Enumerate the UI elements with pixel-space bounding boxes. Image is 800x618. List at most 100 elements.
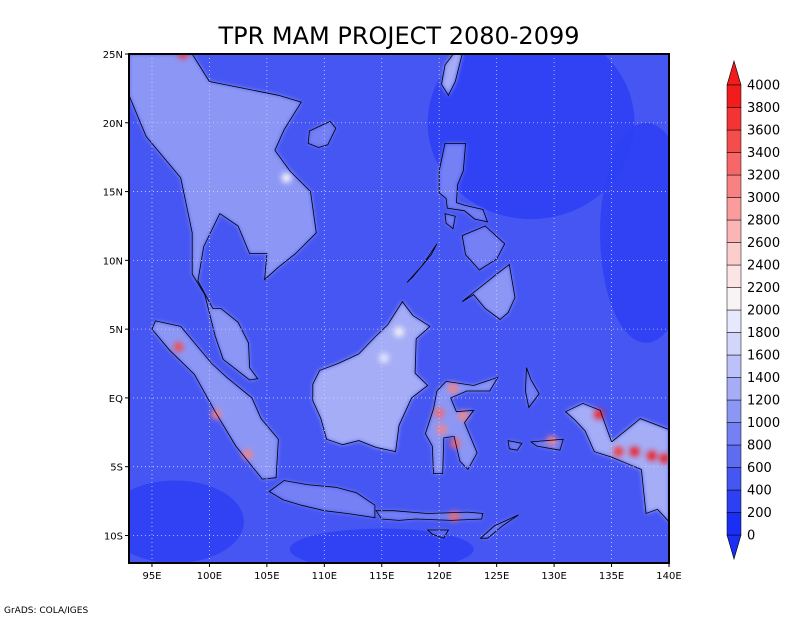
coastline [438,142,489,223]
land-region [129,54,317,380]
colorbar-label: 400 [747,484,772,499]
land-region [525,367,540,408]
coastline [564,402,669,523]
colorbar-swatch [726,332,742,356]
colorbar-swatch [726,354,742,378]
peak-mark [173,342,184,353]
coastline [375,510,484,521]
colorbar-label: 1800 [747,326,780,341]
land-shading [129,54,669,539]
colorbar-label: 1600 [747,349,780,364]
x-tick-label: 105E [254,571,279,582]
land-region [565,403,669,522]
land-region [425,377,498,474]
plot-area [129,54,669,563]
peak-mark [613,446,624,457]
colorbar-label: 0 [747,529,755,544]
colorbar-label: 1200 [747,394,780,409]
peak-mark [448,383,458,394]
colorbar-label: 200 [747,506,772,521]
land-region [480,514,519,539]
colorbar: 0 200 400 600 800 1000 1200 1400 1600 1800 2000 220… [726,59,780,561]
y-tick-label: EQ [109,394,123,405]
coastline [507,440,523,451]
x-tick-label: 100E [197,571,222,582]
peak-mark [242,449,253,460]
colorbar-swatch [726,107,742,131]
peak-mark [211,409,222,420]
peak-mark [379,353,390,364]
coastline [479,514,519,539]
land-region [269,480,375,518]
y-tick-label: 10N [103,256,123,267]
chart-title: TPR MAM PROJECT 2080-2099 [217,22,579,50]
colorbar-swatch [726,174,742,198]
x-tick-label: 125E [484,571,509,582]
colorbar-swatch [726,152,742,176]
colorbar-swatch [726,512,742,536]
peak-mark [593,409,604,420]
colorbar-swatch [726,219,742,243]
peak-mark [629,446,640,457]
land-region [441,54,463,96]
y-tick-label: 15N [103,188,123,199]
colorbar-swatch [726,84,742,108]
colorbar-label: 1000 [747,416,780,431]
colorbar-swatch [726,422,742,446]
coastlines [129,54,669,539]
colorbar-swatch [726,197,742,221]
ocean-shading [129,54,669,563]
peak-mark [449,511,460,522]
land-region [462,264,515,320]
coastline [406,243,438,283]
colorbar-label: 3400 [747,146,780,161]
x-tick-label: 95E [142,571,161,582]
peak-mark [659,453,669,464]
coastline [441,54,463,97]
coastline [307,120,337,148]
ocean-region [600,122,669,343]
coastline [424,376,499,475]
y-tick-label: 5N [109,325,123,336]
colorbar-label: 2200 [747,281,780,296]
coastline [312,300,431,453]
colorbar-label: 600 [747,461,772,476]
coastline [529,438,564,451]
colorbar-label: 1400 [747,371,780,386]
colorbar-swatch [726,489,742,513]
colorbar-swatch [726,444,742,468]
peak-mark [646,450,657,461]
x-tick-label: 130E [541,571,566,582]
colorbar-label: 2000 [747,304,780,319]
colorbar-label: 2600 [747,236,780,251]
y-axis: 10S 5S EQ 5N 10N 15N 20N 25N [103,50,129,542]
coastline [268,480,376,519]
ocean-region [427,54,635,220]
colorbar-label: 2800 [747,214,780,229]
colorbar-swatch [726,467,742,491]
y-tick-label: 10S [104,531,123,542]
y-tick-label: 20N [103,119,123,130]
grid-lines [129,54,669,563]
colorbar-swatch [726,287,742,311]
colorbar-swatch [726,129,742,153]
peak-mark [458,410,469,421]
ocean-region [289,528,474,563]
colorbar-label: 800 [747,439,772,454]
land-region [308,121,336,148]
coastline [524,367,540,409]
x-axis: 95E 100E 105E 110E 115E 120E 125E 130E 135E 140E [142,563,682,582]
colorbar-swatch [726,399,742,423]
colorbar-upper-arrow [726,59,742,86]
colorbar-label: 3800 [747,101,780,116]
colorbar-swatch [726,377,742,401]
peak-mark [434,408,445,419]
colorbar-label: 2400 [747,259,780,274]
colorbar-label: 3200 [747,169,780,184]
footer-credit: GrADS: COLA/IGES [4,606,88,616]
coastline [129,54,317,381]
x-tick-label: 120E [427,571,452,582]
land-region [427,530,449,539]
land-region [312,301,430,452]
